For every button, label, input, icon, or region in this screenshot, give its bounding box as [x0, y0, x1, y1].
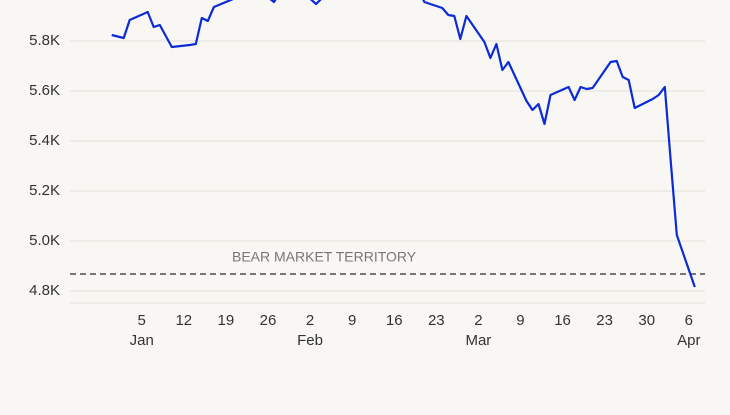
x-tick-label: 5	[138, 312, 146, 329]
x-tick-label: 30	[638, 312, 655, 329]
month-label: Jan	[130, 332, 154, 349]
data-line	[111, 0, 696, 288]
x-tick-label: 23	[596, 312, 613, 329]
y-tick-label: 5.6K	[29, 82, 60, 99]
x-tick-label: 19	[218, 312, 235, 329]
x-tick-label: 9	[516, 312, 524, 329]
x-tick-label: 2	[306, 312, 314, 329]
month-label: Apr	[677, 332, 700, 349]
y-tick-label: 5.0K	[29, 232, 60, 249]
x-tick-label: 2	[474, 312, 482, 329]
y-tick-label: 5.4K	[29, 132, 60, 149]
reference-label: BEAR MARKET TERRITORY	[232, 249, 417, 265]
x-tick-label: 9	[348, 312, 356, 329]
y-tick-label: 5.2K	[29, 182, 60, 199]
x-tick-label: 6	[685, 312, 693, 329]
x-tick-label: 23	[428, 312, 445, 329]
month-label: Feb	[297, 332, 323, 349]
plot-area	[111, 0, 696, 288]
x-tick-label: 12	[175, 312, 192, 329]
y-tick-label: 5.8K	[29, 32, 60, 49]
x-tick-label: 26	[260, 312, 277, 329]
x-tick-label: 16	[554, 312, 571, 329]
y-tick-label: 4.8K	[29, 282, 60, 299]
x-tick-label: 16	[386, 312, 403, 329]
month-label: Mar	[465, 332, 491, 349]
